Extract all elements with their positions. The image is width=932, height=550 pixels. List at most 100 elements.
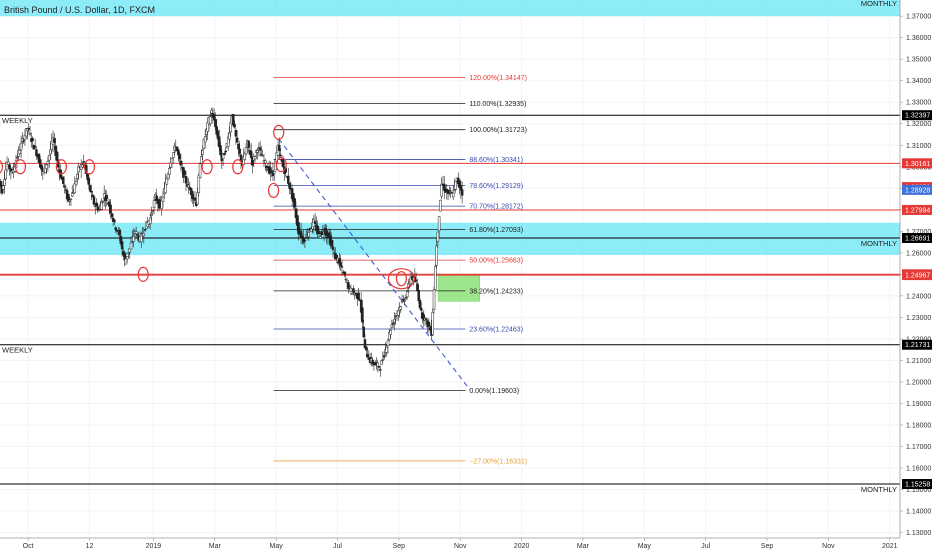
candle-body: [390, 324, 394, 328]
candle-body: [348, 286, 351, 288]
candle-body: [272, 171, 276, 174]
highlight-circle: [275, 157, 287, 173]
price-tag-label: 1.26691: [905, 235, 930, 242]
candle-body: [405, 291, 409, 298]
price-tick-label: 1.18000: [906, 423, 931, 430]
time-axis[interactable]: Oct 12 2019 Mar May Jul Sep Nov 2020 Mar May Jul Sep…: [0, 537, 900, 550]
highlight-circle: [201, 159, 213, 175]
highlight-circle: [55, 159, 67, 175]
candle-body: [238, 148, 241, 154]
candle-body: [232, 114, 235, 126]
candle-body: [436, 231, 440, 242]
candle-body: [114, 227, 117, 231]
highlight-circle: [395, 271, 408, 287]
candle-body: [454, 181, 458, 190]
candle-body: [340, 266, 344, 268]
candle-body: [249, 151, 253, 158]
candle-body: [92, 196, 96, 205]
price-tag-label: 1.27994: [905, 207, 930, 214]
candle-body: [101, 200, 105, 203]
candle-body: [448, 190, 451, 192]
zone-label-monthly-top: MONTHLY: [861, 0, 897, 8]
candle-body: [434, 266, 437, 290]
price-tick-label: 1.26000: [906, 250, 931, 257]
candle-body: [244, 147, 248, 155]
price-tick-label: 1.32000: [906, 121, 931, 128]
candle-body: [214, 119, 217, 128]
fib-label: 70.70%(1.28172): [469, 204, 523, 211]
candle-body: [233, 123, 236, 128]
price-tick-label: 1.15000: [906, 487, 931, 494]
candle-body: [109, 204, 112, 213]
candle-body: [183, 170, 186, 176]
candle-body: [33, 145, 37, 148]
candle-body: [317, 230, 321, 235]
candle-body: [439, 199, 442, 212]
candle-body: [160, 200, 163, 209]
trendlines: [278, 138, 471, 391]
candle-body: [151, 210, 155, 212]
candle-body: [380, 360, 383, 365]
candle-body: [67, 194, 70, 202]
candle-body: [278, 145, 281, 151]
time-tick-label: Sep: [761, 543, 774, 550]
price-tag-label: 1.32397: [905, 113, 930, 120]
time-tick-label: Nov: [454, 543, 467, 550]
candle-body: [357, 292, 360, 300]
fib-label: 38.20%(1.24233): [469, 288, 523, 295]
price-tick-label: 1.19000: [906, 401, 931, 408]
price-axis[interactable]: 1.37000 1.36000 1.35000 1.34000 1.33000 1.320…: [899, 0, 932, 538]
candle-body: [247, 140, 250, 148]
fib-label: −27.00%(1.16331): [469, 458, 527, 465]
candle-body: [125, 256, 129, 260]
candle-body: [377, 366, 381, 368]
candle-body: [27, 128, 31, 130]
price-tag-label: 1.30161: [905, 161, 930, 168]
candle-body: [161, 196, 165, 202]
candle-body: [330, 239, 333, 247]
candle-body: [197, 175, 201, 194]
candle-body: [40, 164, 43, 170]
highlight-circle: [14, 159, 27, 175]
green-zone: [437, 274, 480, 302]
chart-title: British Pound / U.S. Dollar, 1D, FXCM: [4, 5, 155, 15]
time-tick-label: 2021: [882, 543, 898, 550]
price-tick-label: 1.34000: [906, 78, 931, 85]
candle-body: [136, 234, 139, 236]
candle-body: [81, 164, 84, 168]
price-tick-label: 1.21000: [906, 358, 931, 365]
candle-body: [179, 160, 183, 166]
highlight-circle: [137, 266, 149, 282]
candle-body: [287, 175, 290, 184]
candle-body: [62, 176, 65, 185]
candle-body: [113, 219, 116, 223]
candle-body: [307, 232, 310, 237]
level-label: MONTHLY: [861, 485, 897, 494]
candle-body: [105, 194, 108, 199]
candle-body: [134, 231, 138, 234]
candle-body: [427, 321, 431, 327]
candle-body: [371, 359, 374, 365]
candle-body: [344, 278, 348, 281]
time-tick-label: Jul: [701, 543, 710, 550]
candle-body: [171, 152, 175, 158]
price-tick-label: 1.31000: [906, 143, 931, 150]
candle-body: [379, 369, 382, 371]
candle-body: [279, 154, 282, 156]
candle-body: [253, 156, 257, 160]
price-tick-label: 1.14000: [906, 509, 931, 516]
candle-body: [331, 246, 335, 251]
candle-body: [366, 354, 369, 358]
candle-body: [18, 149, 22, 155]
candle-body: [349, 287, 353, 292]
candle-body: [261, 155, 264, 157]
candle-body: [386, 340, 390, 347]
candle-body: [350, 293, 354, 295]
candle-body: [391, 322, 395, 325]
candle-body: [460, 189, 464, 196]
candle-body: [400, 300, 404, 303]
fib-label: 50.00%(1.25663): [469, 258, 523, 265]
candle-body: [451, 192, 455, 198]
candle-body: [142, 233, 146, 237]
